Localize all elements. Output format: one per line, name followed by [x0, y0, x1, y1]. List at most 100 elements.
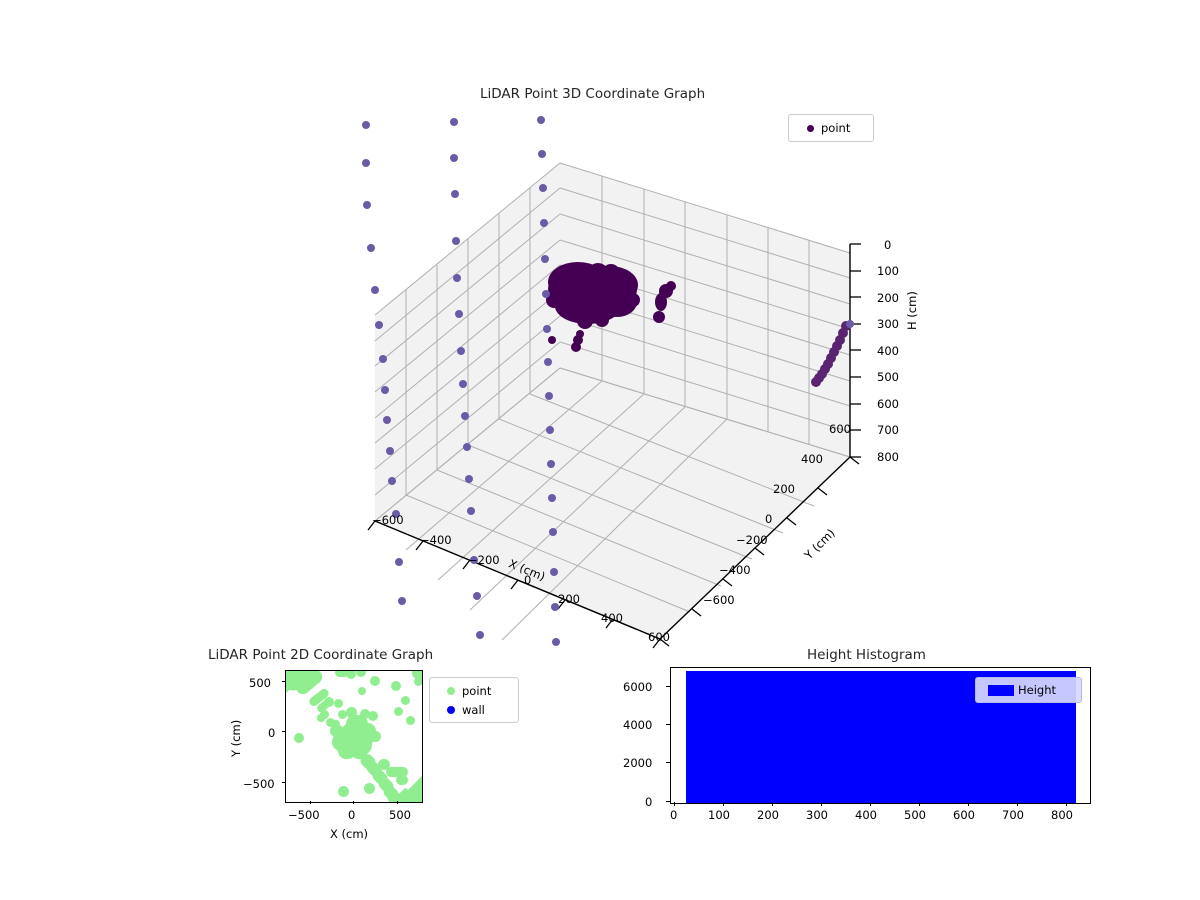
tick-label-h: 400 [877, 344, 899, 358]
tick-label-x: 200 [558, 592, 580, 606]
wall-point [550, 568, 558, 576]
legend-marker-wall-icon [440, 703, 462, 717]
tick-label-h: 300 [877, 317, 899, 331]
wall-point [467, 507, 475, 515]
tick-label-x-hist: 400 [855, 808, 877, 822]
tick-label-y-2d: 0 [268, 726, 276, 740]
plot-2d-title: LiDAR Point 2D Coordinate Graph [208, 647, 434, 663]
tick-label-x-hist: 500 [904, 808, 926, 822]
axis-label-h-3d: H (cm) [905, 291, 919, 330]
tick-label-y: −400 [719, 563, 751, 577]
tick-label-x-hist: 0 [670, 808, 678, 822]
tick-label-h: 200 [877, 291, 899, 305]
legend-marker-height-icon [984, 683, 1018, 697]
wall-point [362, 159, 370, 167]
tick-label-h: 100 [877, 264, 899, 278]
tick-label-x-hist: 200 [757, 808, 779, 822]
legend-item-point[interactable]: point [789, 115, 873, 137]
wall-point [544, 358, 552, 366]
tick-label-y-hist: 4000 [623, 718, 653, 732]
tick-label-y-hist: 6000 [623, 680, 653, 694]
tick-label-y-hist: 0 [645, 795, 653, 809]
wall-point [551, 603, 559, 611]
wall-point [388, 477, 396, 485]
tick-label-x: 400 [601, 611, 623, 625]
legend-item-point-2d[interactable]: point [430, 678, 518, 700]
tick-label-x-hist: 700 [1002, 808, 1024, 822]
tick-label-h: 600 [877, 397, 899, 411]
wall-point [546, 426, 554, 434]
legend-histogram[interactable]: Height [975, 677, 1082, 703]
axes-histogram[interactable] [670, 667, 1091, 804]
grid-floor-pane [374, 367, 851, 641]
wall-point [473, 592, 481, 600]
wall-point [541, 255, 549, 263]
legend-marker-point-icon [440, 684, 462, 698]
wall-point [451, 190, 459, 198]
legend-label-point: point [821, 120, 851, 135]
tick-label-y: 0 [765, 512, 773, 526]
wall-point [381, 386, 389, 394]
tickmarks-x [367, 520, 661, 649]
legend-3d[interactable]: point [788, 114, 874, 142]
axis-label-y-2d: Y (cm) [229, 719, 243, 757]
wall-point [476, 631, 484, 639]
legend-item-height[interactable]: Height [976, 678, 1081, 699]
wall-point [846, 320, 854, 328]
wall-point [538, 150, 546, 158]
tick-label-y-2d: 500 [249, 676, 271, 690]
legend-item-wall-2d[interactable]: wall [430, 700, 518, 719]
wall-point [548, 494, 556, 502]
wall-point [465, 475, 473, 483]
tick-label-h: 500 [877, 370, 899, 384]
tick-label-y: −600 [703, 593, 735, 607]
wall-point [537, 116, 545, 124]
tick-label-h: 800 [877, 450, 899, 464]
wall-point [540, 219, 548, 227]
wall-point [455, 310, 463, 318]
wall-point [379, 355, 387, 363]
wall-point [543, 325, 551, 333]
tick-label-y: −200 [736, 533, 768, 547]
axes-3d [330, 116, 890, 649]
wall-point [386, 447, 394, 455]
tick-label-y-2d: −500 [243, 777, 275, 791]
tick-label-x: −600 [371, 512, 404, 528]
wall-point [542, 290, 550, 298]
wall-point [457, 347, 465, 355]
tick-label-x: 600 [648, 630, 670, 644]
wall-point [470, 556, 478, 564]
tick-label-x-2d: 0 [348, 808, 356, 822]
axes-2d[interactable] [285, 670, 423, 803]
wall-point [549, 528, 557, 536]
histogram-title: Height Histogram [807, 647, 926, 663]
wall-point [461, 412, 469, 420]
wall-point [539, 184, 547, 192]
wall-point [450, 154, 458, 162]
wall-point [363, 201, 371, 209]
tick-label-x-2d: 500 [389, 808, 411, 822]
wall-point [375, 321, 383, 329]
legend-label-height: Height [1018, 682, 1057, 697]
wall-point [463, 443, 471, 451]
tick-label-x: −400 [420, 533, 452, 547]
wall-point [371, 286, 379, 294]
wall-point [453, 274, 461, 282]
wall-point [459, 380, 467, 388]
tick-label-y: 600 [829, 422, 851, 436]
wall-point [547, 460, 555, 468]
wall-point [545, 392, 553, 400]
tick-label-h: 700 [877, 423, 899, 437]
tick-label-x-hist: 100 [708, 808, 730, 822]
axis-label-x-2d: X (cm) [330, 827, 369, 841]
legend-2d[interactable]: point wall [429, 677, 519, 723]
legend-marker-point-icon [799, 121, 821, 135]
wall-point [392, 510, 400, 518]
wall-point [383, 416, 391, 424]
tick-label-y: 400 [801, 452, 823, 466]
wall-point [362, 121, 370, 129]
wall-point [398, 597, 406, 605]
plot-3d-title: LiDAR Point 3D Coordinate Graph [480, 86, 706, 102]
legend-label-wall-2d: wall [462, 702, 485, 717]
